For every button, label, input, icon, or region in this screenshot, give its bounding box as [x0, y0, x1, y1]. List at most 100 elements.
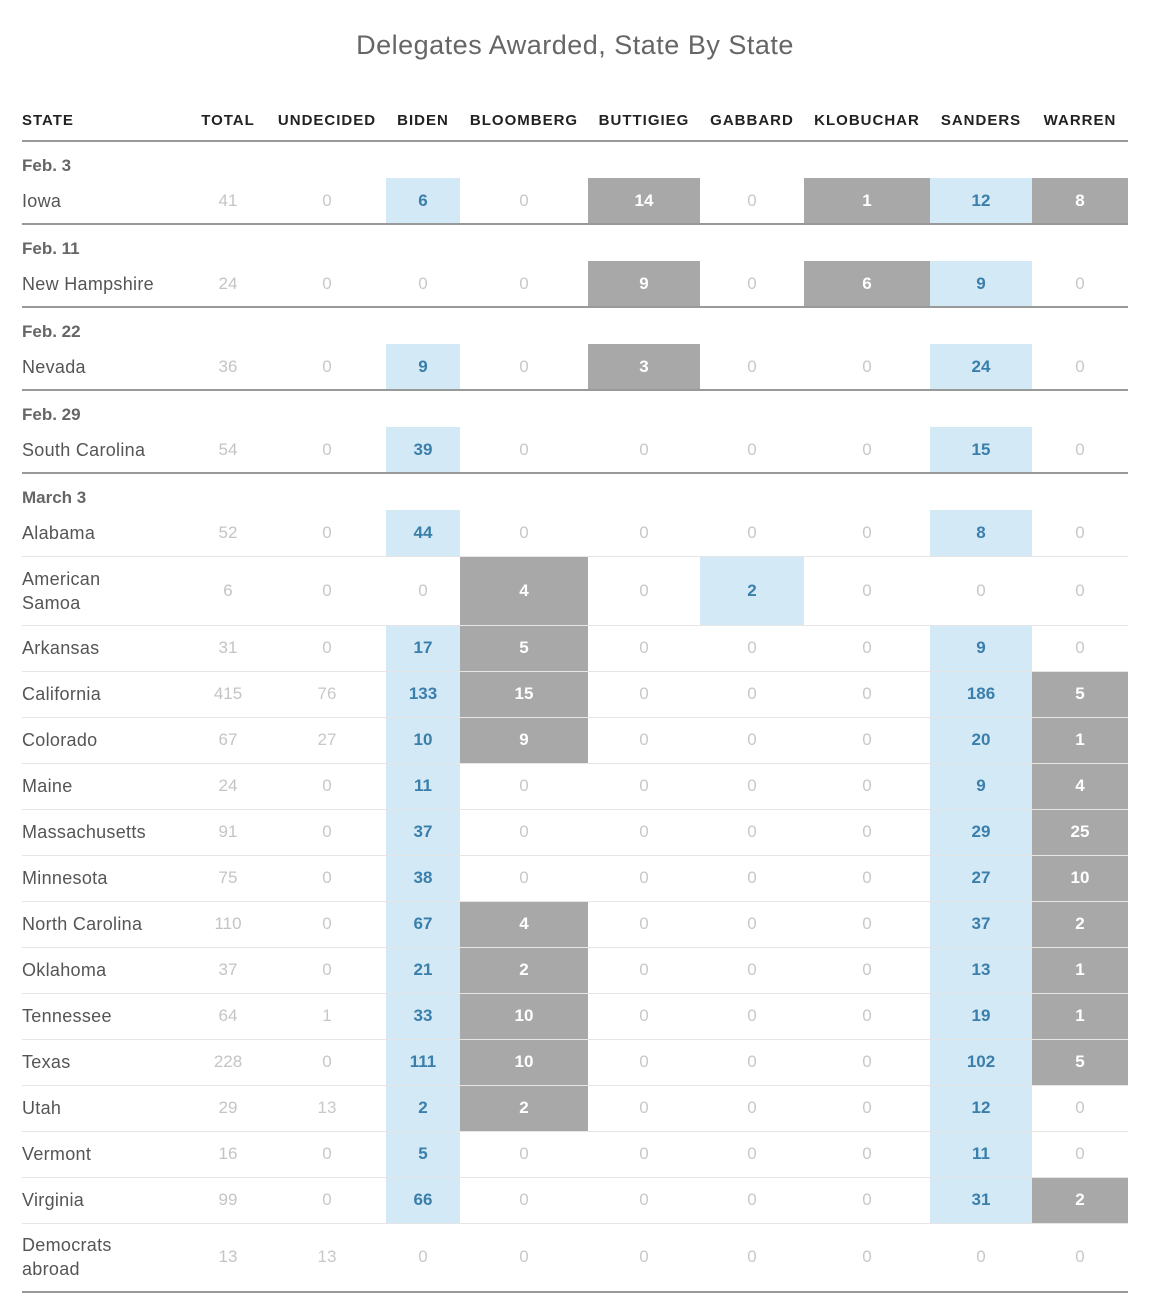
undecided-cell: 76 — [268, 671, 386, 718]
klobuchar-cell: 0 — [804, 1223, 930, 1293]
table-row: Texas 228 0 111 10 0 0 0 102 5 — [22, 1039, 1128, 1086]
klobuchar-cell: 0 — [804, 901, 930, 948]
state-name: Virginia — [22, 1177, 188, 1224]
gabbard-cell: 0 — [700, 901, 804, 948]
warren-cell: 0 — [1032, 427, 1128, 474]
biden-cell: 0 — [386, 556, 460, 626]
buttigieg-cell: 0 — [588, 901, 700, 948]
klobuchar-cell: 0 — [804, 947, 930, 994]
warren-cell: 4 — [1032, 763, 1128, 810]
warren-cell: 2 — [1032, 901, 1128, 948]
table-row: Massachusetts 91 0 37 0 0 0 0 29 25 — [22, 809, 1128, 856]
date-label: Feb. 11 — [22, 239, 80, 258]
gabbard-cell: 0 — [700, 947, 804, 994]
undecided-cell: 0 — [268, 1039, 386, 1086]
gabbard-cell: 0 — [700, 1177, 804, 1224]
header-row: STATE TOTAL UNDECIDED BIDEN BLOOMBERG BU… — [22, 100, 1128, 142]
warren-cell: 0 — [1032, 556, 1128, 626]
gabbard-cell: 0 — [700, 1131, 804, 1178]
biden-cell: 33 — [386, 993, 460, 1040]
biden-cell: 2 — [386, 1085, 460, 1132]
undecided-cell: 0 — [268, 809, 386, 856]
biden-cell: 0 — [386, 1223, 460, 1293]
sanders-cell: 29 — [930, 809, 1032, 856]
state-name: Oklahoma — [22, 947, 188, 994]
state-name: Colorado — [22, 717, 188, 764]
undecided-cell: 0 — [268, 763, 386, 810]
date-label: Feb. 3 — [22, 156, 72, 175]
biden-cell: 133 — [386, 671, 460, 718]
state-name: Iowa — [22, 178, 188, 225]
state-name: Nevada — [22, 344, 188, 391]
gabbard-cell: 0 — [700, 427, 804, 474]
table-row: Maine 24 0 11 0 0 0 0 9 4 — [22, 763, 1128, 810]
buttigieg-cell: 14 — [588, 178, 700, 225]
column-header-biden: BIDEN — [386, 100, 460, 142]
total-cell: 415 — [188, 671, 268, 718]
sanders-cell: 11 — [930, 1131, 1032, 1178]
gabbard-cell: 2 — [700, 556, 804, 626]
state-name: Texas — [22, 1039, 188, 1086]
klobuchar-cell: 0 — [804, 671, 930, 718]
state-name: Tennessee — [22, 993, 188, 1040]
date-group-row: Feb. 11 — [22, 224, 1128, 261]
biden-cell: 39 — [386, 427, 460, 474]
state-name: Arkansas — [22, 625, 188, 672]
sanders-cell: 0 — [930, 556, 1032, 626]
bloomberg-cell: 0 — [460, 809, 588, 856]
gabbard-cell: 0 — [700, 809, 804, 856]
bloomberg-cell: 0 — [460, 261, 588, 308]
bloomberg-cell: 10 — [460, 1039, 588, 1086]
buttigieg-cell: 0 — [588, 717, 700, 764]
sanders-cell: 27 — [930, 855, 1032, 902]
bloomberg-cell: 5 — [460, 625, 588, 672]
warren-cell: 0 — [1032, 625, 1128, 672]
total-cell: 31 — [188, 625, 268, 672]
date-label: Feb. 22 — [22, 322, 81, 341]
biden-cell: 6 — [386, 178, 460, 225]
column-header-warren: WARREN — [1032, 100, 1128, 142]
table-row: Virginia 99 0 66 0 0 0 0 31 2 — [22, 1177, 1128, 1224]
klobuchar-cell: 0 — [804, 993, 930, 1040]
biden-cell: 11 — [386, 763, 460, 810]
table-row: Nevada 36 0 9 0 3 0 0 24 0 — [22, 344, 1128, 391]
bloomberg-cell: 0 — [460, 178, 588, 225]
state-name: South Carolina — [22, 427, 188, 474]
warren-cell: 0 — [1032, 510, 1128, 557]
undecided-cell: 0 — [268, 178, 386, 225]
buttigieg-cell: 0 — [588, 1085, 700, 1132]
klobuchar-cell: 0 — [804, 1177, 930, 1224]
sanders-cell: 13 — [930, 947, 1032, 994]
date-group-row: Feb. 29 — [22, 390, 1128, 427]
undecided-cell: 0 — [268, 427, 386, 474]
state-name: Alabama — [22, 510, 188, 557]
bloomberg-cell: 0 — [460, 855, 588, 902]
gabbard-cell: 0 — [700, 1039, 804, 1086]
table-row: Iowa 41 0 6 0 14 0 1 12 8 — [22, 178, 1128, 225]
klobuchar-cell: 0 — [804, 1039, 930, 1086]
undecided-cell: 0 — [268, 901, 386, 948]
gabbard-cell: 0 — [700, 671, 804, 718]
klobuchar-cell: 0 — [804, 625, 930, 672]
sanders-cell: 9 — [930, 625, 1032, 672]
gabbard-cell: 0 — [700, 344, 804, 391]
buttigieg-cell: 0 — [588, 1177, 700, 1224]
table-body: Feb. 3 Iowa 41 0 6 0 14 0 1 12 8 Feb. 11 New Hampshi… — [22, 141, 1128, 1293]
undecided-cell: 0 — [268, 1177, 386, 1224]
bloomberg-cell: 0 — [460, 1223, 588, 1293]
column-header-state: STATE — [22, 100, 188, 142]
table-row: Democrats abroad 13 13 0 0 0 0 0 0 0 — [22, 1223, 1128, 1293]
biden-cell: 9 — [386, 344, 460, 391]
total-cell: 41 — [188, 178, 268, 225]
undecided-cell: 0 — [268, 947, 386, 994]
gabbard-cell: 0 — [700, 261, 804, 308]
bloomberg-cell: 4 — [460, 556, 588, 626]
column-header-undecided: UNDECIDED — [268, 100, 386, 142]
warren-cell: 1 — [1032, 717, 1128, 764]
total-cell: 91 — [188, 809, 268, 856]
sanders-cell: 186 — [930, 671, 1032, 718]
klobuchar-cell: 0 — [804, 556, 930, 626]
sanders-cell: 24 — [930, 344, 1032, 391]
gabbard-cell: 0 — [700, 1223, 804, 1293]
klobuchar-cell: 0 — [804, 427, 930, 474]
